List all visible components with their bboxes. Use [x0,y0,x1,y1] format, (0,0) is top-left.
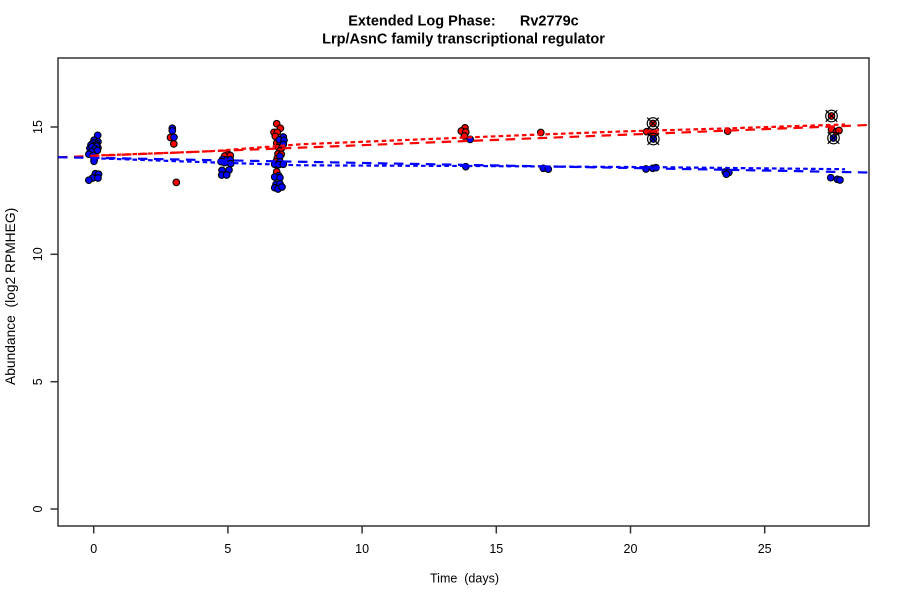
svg-text:15: 15 [489,542,503,556]
svg-text:15: 15 [31,120,45,134]
svg-text:10: 10 [355,542,369,556]
svg-text:Lrp/AsnC family transcriptiona: Lrp/AsnC family transcriptional regulato… [322,32,605,48]
svg-text:Extended Log Phase: Rv277: Extended Log Phase: Rv2779c [348,14,578,30]
svg-text:5: 5 [224,542,231,556]
svg-text:Abundance (log2 RPMHEG): Abundance (log2 RPMHEG) [3,208,18,385]
svg-text:10: 10 [31,247,45,261]
svg-text:20: 20 [624,542,638,556]
svg-text:0: 0 [31,505,45,512]
svg-text:0: 0 [90,542,97,556]
svg-text:25: 25 [758,542,772,556]
svg-text:5: 5 [31,378,45,385]
svg-text:Time (days): Time (days) [430,571,499,585]
